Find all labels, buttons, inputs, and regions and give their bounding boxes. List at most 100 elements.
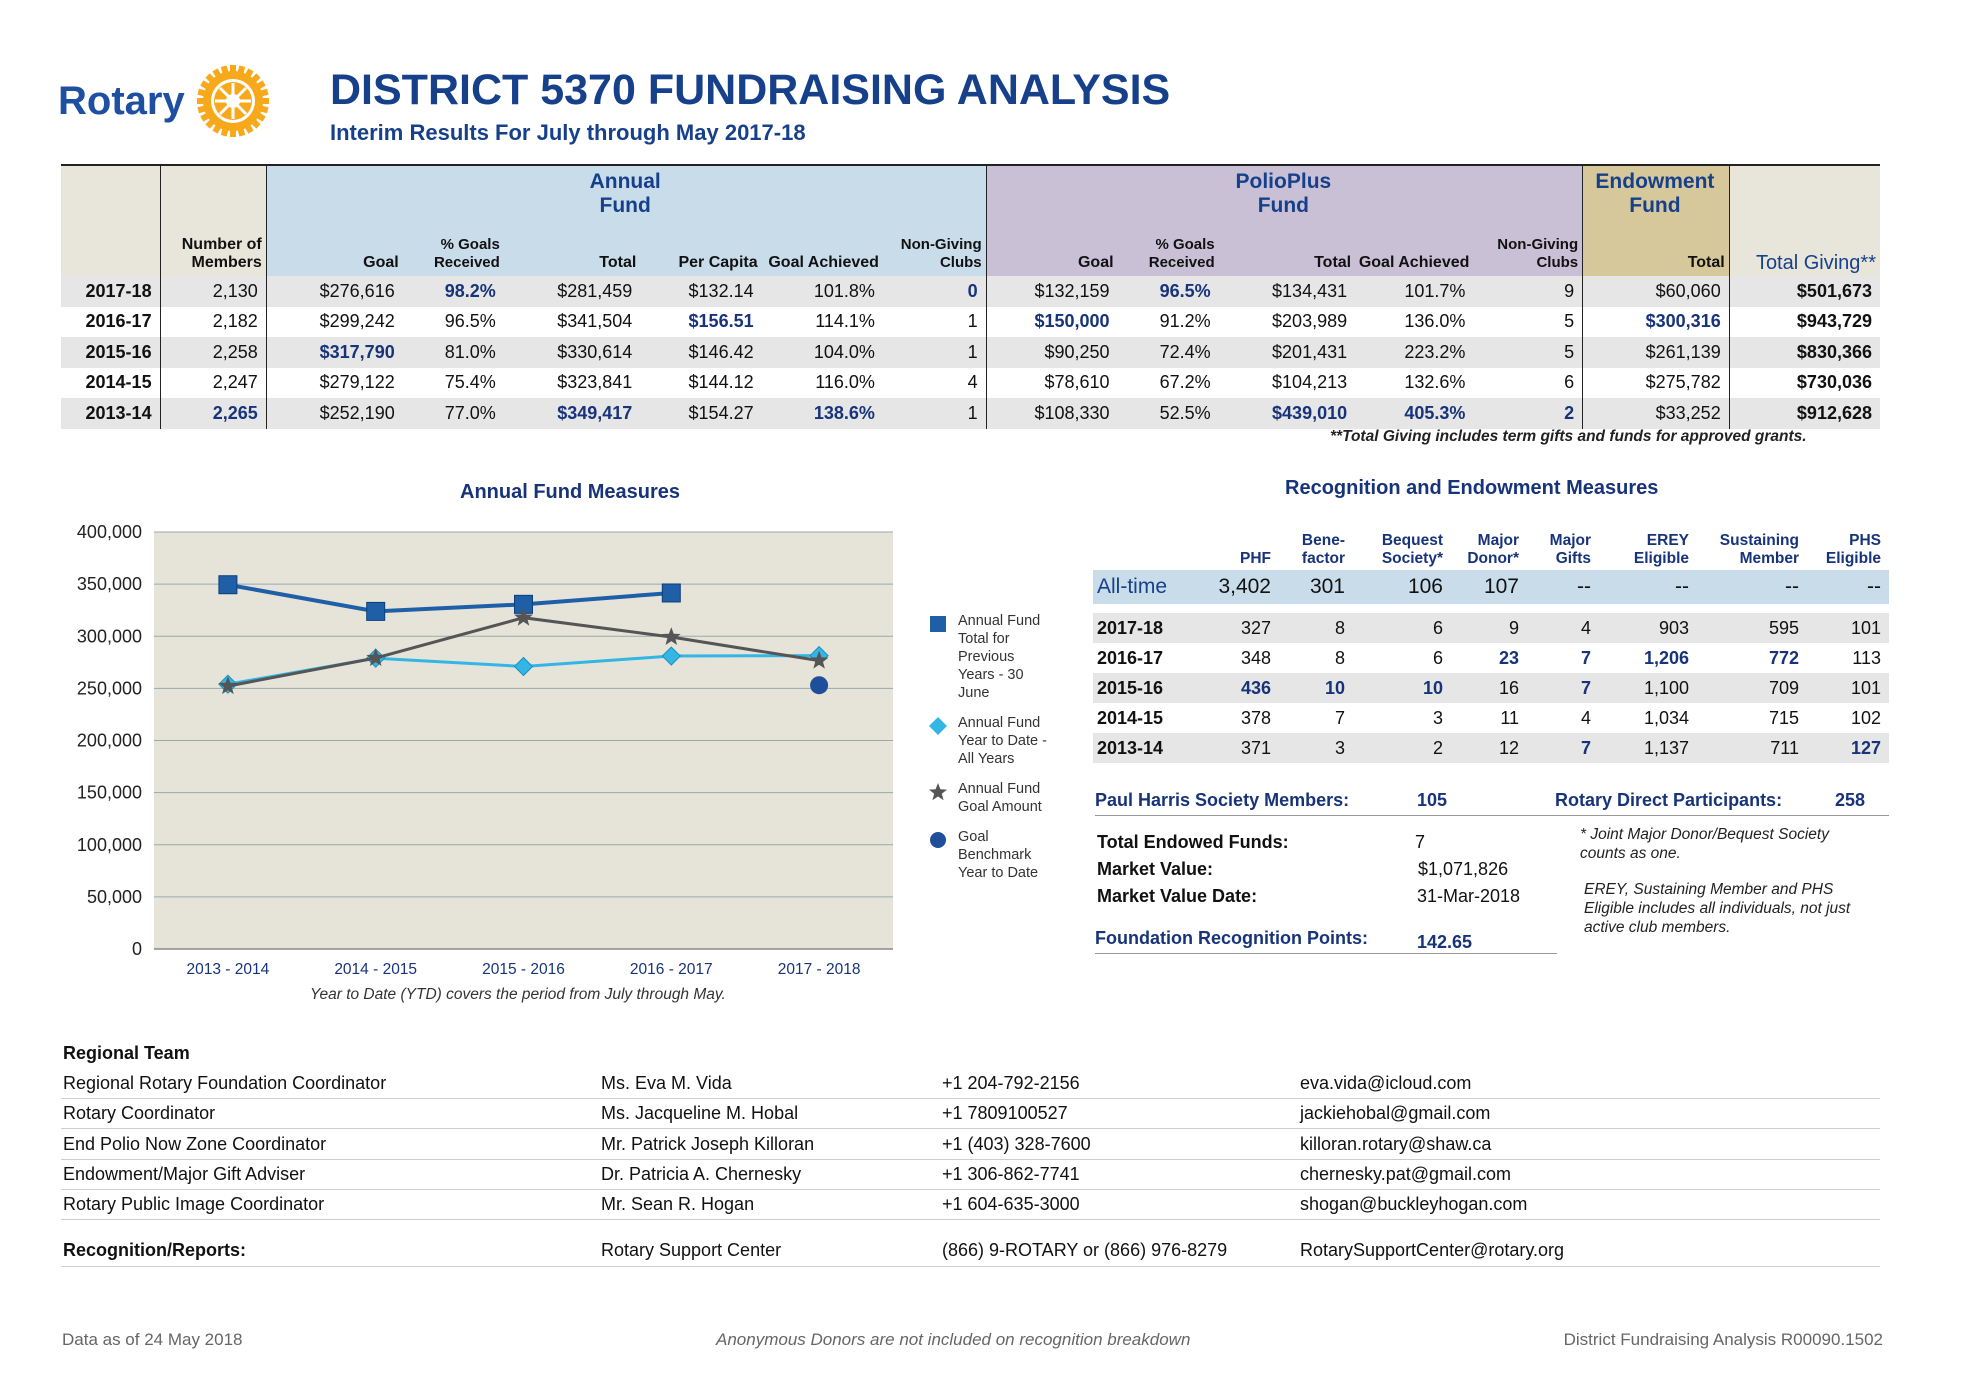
data-point-star (809, 650, 829, 669)
frp-value: 142.65 (1417, 932, 1473, 952)
rec-row: 2015-16 436 10 10 16 7 1,100 709 101 (1093, 673, 1889, 703)
table-cell: $501,673 (1728, 276, 1880, 307)
rec-cell: 16 (1451, 673, 1527, 703)
x-tick-label: 2015 - 2016 (482, 961, 565, 978)
rec-cell: 4 (1580, 707, 1591, 728)
table-cell: $201,431 (1218, 337, 1356, 368)
corner-cell (61, 165, 161, 276)
data-point-diamond (513, 656, 534, 677)
col-header: % Goals Received (1117, 222, 1219, 276)
rec-col-header: Bene- factor (1301, 532, 1345, 567)
rec-cell: 7 (1527, 673, 1599, 703)
team-row: Endowment/Major Gift Adviser Dr. Patricia… (61, 1159, 1880, 1190)
recognition-title: Recognition and Endowment Measures (1285, 477, 1659, 499)
team-email[interactable]: chernesky.pat@gmail.com (1298, 1159, 1880, 1190)
team-phone: +1 7809100527 (940, 1098, 1298, 1130)
table-cell: $132,159 (985, 276, 1118, 307)
y-tick-label: 350,000 (77, 574, 142, 594)
phs-members-value: 105 (1417, 790, 1448, 810)
rdp-label: Rotary Direct Participants: (1555, 790, 1783, 810)
table-cell: 2,130 (159, 276, 267, 307)
table-cell: 0 (882, 276, 987, 307)
table-cell: 5 (1564, 311, 1575, 332)
rec-cell: 3 (1279, 733, 1353, 763)
rec-col-header: PHS Eligible (1825, 532, 1881, 567)
team-email[interactable]: killoran.rotary@shaw.ca (1298, 1128, 1880, 1160)
table-cell: $275,782 (1582, 367, 1730, 398)
data-point-star (218, 676, 238, 695)
table-cell: $276,616 (265, 276, 403, 307)
reports-email[interactable]: RotarySupportCenter@rotary.org (1298, 1235, 1880, 1267)
rec-cell: 1,137 (1599, 733, 1697, 763)
rotary-logo: Rotary (58, 60, 278, 142)
rec-cell: 127 (1807, 733, 1889, 763)
phs-members-label: Paul Harris Society Members: (1095, 790, 1350, 810)
table-cell: 91.2% (1159, 311, 1211, 332)
col-header: Total (1218, 222, 1356, 276)
rec-cell: 113 (1852, 647, 1881, 668)
table-cell: $281,459 (503, 276, 641, 307)
rec-row: 2017-18 327 8 6 9 4 903 595 101 (1093, 613, 1889, 643)
table-cell: 81.0% (402, 337, 504, 368)
rec-cell: 12 (1451, 733, 1527, 763)
team-role: End Polio Now Zone Coordinator (61, 1128, 599, 1160)
team-name: Dr. Patricia A. Chernesky (599, 1159, 940, 1190)
y-tick-label: 150,000 (77, 783, 142, 803)
alltime-cell: 106 (1353, 570, 1451, 604)
group-header-polio: PolioPlus Fund (985, 165, 1583, 222)
page-title: DISTRICT 5370 FUNDRAISING ANALYSIS (330, 66, 1171, 114)
table-cell: $279,122 (265, 367, 403, 398)
col-header: Number of Members (159, 165, 267, 276)
team-phone: +1 204-792-2156 (940, 1068, 1298, 1100)
rec-row-year: 2014-15 (1097, 707, 1164, 728)
table-cell: 132.6% (1404, 372, 1466, 393)
market-date-label: Market Value Date: (1097, 886, 1258, 906)
table-cell: 2,247 (159, 367, 267, 398)
reports-label: Recognition/Reports: (61, 1235, 599, 1267)
table-cell: $912,628 (1728, 398, 1880, 429)
rec-row-year: 2017-18 (1093, 613, 1209, 643)
fundraising-table: Number of Members Annual Fund PolioPlus … (61, 164, 1880, 429)
table-cell: $60,060 (1582, 276, 1730, 307)
page-subtitle: Interim Results For July through May 201… (330, 120, 806, 145)
table-cell: 4 (967, 372, 978, 393)
rec-cell: 4 (1527, 613, 1599, 643)
rdp-value: 258 (1835, 790, 1866, 810)
rec-col-header: Major Gifts (1549, 532, 1591, 567)
row-year: 2017-18 (61, 276, 161, 307)
team-email[interactable]: shogan@buckleyhogan.com (1298, 1189, 1880, 1221)
team-email[interactable]: jackiehobal@gmail.com (1298, 1098, 1880, 1130)
legend-item: Annual Fund Year to Date - All Years (928, 714, 1048, 768)
data-point-circle (810, 676, 829, 695)
rec-row-year: 2013-14 (1093, 733, 1209, 763)
rec-cell: 10 (1353, 673, 1451, 703)
table-cell: $144.12 (688, 372, 754, 393)
alltime-cell: -- (1527, 570, 1599, 604)
table-cell: $78,610 (985, 367, 1118, 398)
team-row: Rotary Coordinator Ms. Jacqueline M. Hoba… (61, 1098, 1880, 1130)
rec-cell: 102 (1850, 707, 1881, 728)
alltime-label: All-time (1093, 570, 1209, 604)
total-giving-footnote: **Total Giving includes term gifts and f… (1330, 428, 1807, 445)
rec-col-header: Major Donor* (1467, 532, 1519, 567)
rec-cell: 436 (1209, 673, 1279, 703)
table-row: 2017-18 2,130 $276,616 98.2% $281,459 $132.14… (61, 276, 1880, 307)
joint-donor-note: * Joint Major Donor/Bequest Society coun… (1580, 826, 1829, 862)
rec-cell: 715 (1768, 707, 1799, 728)
rec-cell: 1,034 (1643, 707, 1689, 728)
x-tick-label: 2014 - 2015 (334, 961, 417, 978)
table-cell: $203,989 (1272, 311, 1348, 332)
rec-cell: 772 (1768, 647, 1799, 668)
col-header: Non-Giving Clubs (1473, 222, 1583, 276)
team-row: End Polio Now Zone Coordinator Mr. Patric… (61, 1128, 1880, 1160)
rec-row: 2013-14 371 3 2 12 7 1,137 711 127 (1093, 733, 1889, 763)
rec-cell: 8 (1334, 647, 1345, 668)
table-cell: $108,330 (985, 398, 1118, 429)
alltime-cell: -- (1599, 570, 1697, 604)
y-tick-label: 200,000 (77, 731, 142, 751)
table-row: 2013-14 2,265 $252,190 77.0% $349,417 $154.27… (61, 398, 1880, 429)
col-header: Total (1582, 222, 1730, 276)
team-email[interactable]: eva.vida@icloud.com (1298, 1068, 1880, 1100)
y-tick-label: 100,000 (77, 835, 142, 855)
rec-cell: 6 (1353, 613, 1451, 643)
